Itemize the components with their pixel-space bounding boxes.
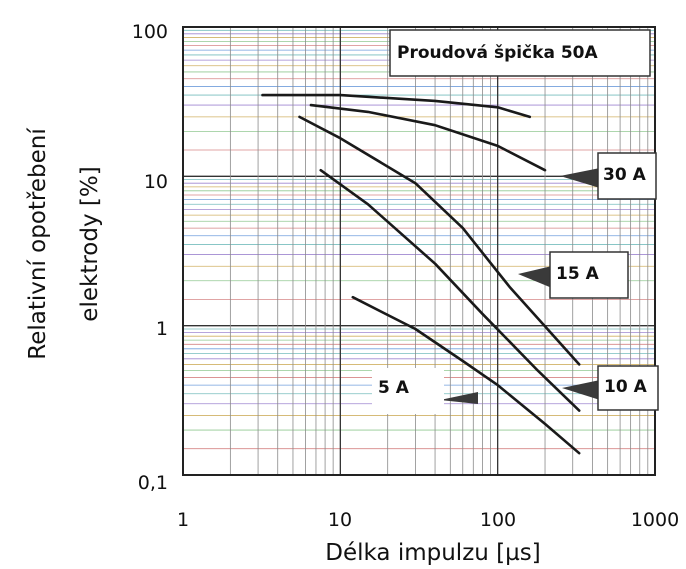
x-tick-100: 100 [480,509,516,531]
peak-current-label: Proudová špička 50A [397,43,598,63]
x-axis-title: Délka impulzu [µs] [325,540,540,566]
series-line-15-a [298,115,581,366]
label-15a: 15 A [518,251,629,299]
x-tick-1000: 1000 [631,509,679,531]
peak-current-annotation: Proudová špička 50A [389,29,651,77]
y-tick-10: 10 [144,171,168,193]
y-axis-title-line1: Relativní opotřebení [25,128,51,360]
series-line-5-a [351,295,581,455]
y-axis-title-line2: elektrody [%] [77,166,103,321]
label-10a: 10 A [562,365,659,411]
label-5a-text: 5 A [378,378,410,398]
label-5a: 5 A [372,368,478,414]
x-tick-10: 10 [328,509,352,531]
series-line-proudov-pi-ka-50a [261,93,532,119]
label-15a-text: 15 A [556,264,600,284]
label-10a-text: 10 A [604,377,648,397]
series-line-30-a [309,103,547,172]
y-tick-1: 1 [156,318,168,340]
y-tick-100: 100 [132,21,168,43]
label-30a-text: 30 A [603,165,647,185]
series-line-10-a [319,168,581,412]
x-tick-1: 1 [177,509,189,531]
series-lines [261,93,581,455]
y-tick-0-1: 0,1 [138,472,168,494]
label-30a: 30 A [560,152,657,200]
plot-frame [182,26,656,476]
